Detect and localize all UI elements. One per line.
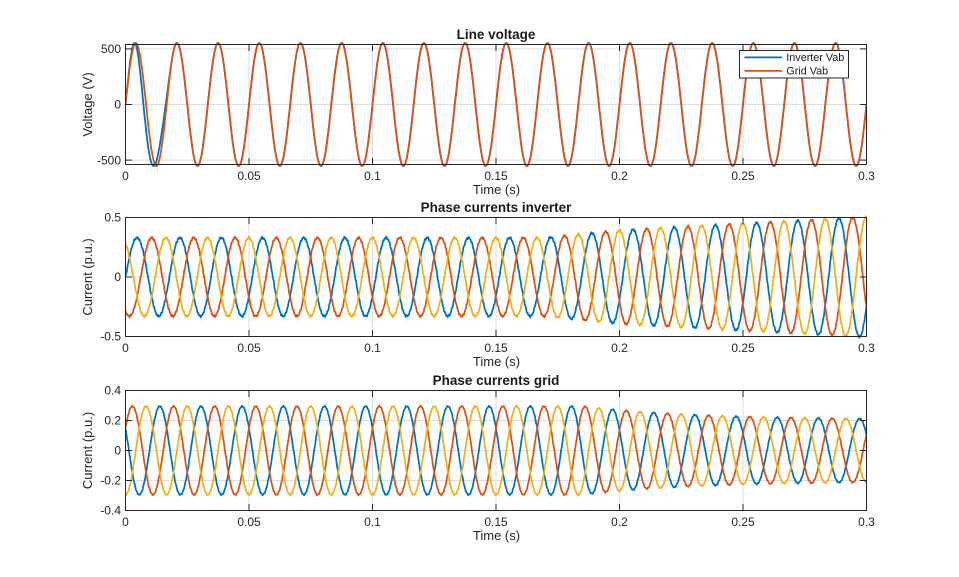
svg-text:Time (s): Time (s) xyxy=(473,528,520,543)
svg-text:0.1: 0.1 xyxy=(364,515,381,529)
svg-text:0.1: 0.1 xyxy=(364,341,381,355)
svg-text:0.15: 0.15 xyxy=(484,169,508,183)
svg-text:0.25: 0.25 xyxy=(731,341,755,355)
svg-text:-0.4: -0.4 xyxy=(100,504,121,518)
svg-text:Inverter Vab: Inverter Vab xyxy=(786,52,844,64)
svg-text:0: 0 xyxy=(122,341,129,355)
svg-text:Time (s): Time (s) xyxy=(473,354,520,369)
svg-text:0: 0 xyxy=(122,169,129,183)
svg-text:Grid Vab: Grid Vab xyxy=(786,66,828,78)
svg-text:0.15: 0.15 xyxy=(484,341,508,355)
svg-text:0.3: 0.3 xyxy=(858,515,875,529)
svg-text:0.2: 0.2 xyxy=(611,169,628,183)
svg-text:0.2: 0.2 xyxy=(104,414,121,428)
svg-text:Phase currents inverter: Phase currents inverter xyxy=(421,200,573,215)
svg-text:-0.2: -0.2 xyxy=(100,474,121,488)
svg-text:-500: -500 xyxy=(97,153,121,167)
svg-text:0.5: 0.5 xyxy=(104,211,121,225)
svg-text:0.3: 0.3 xyxy=(858,169,875,183)
svg-text:0: 0 xyxy=(114,270,121,284)
svg-text:0: 0 xyxy=(114,98,121,112)
svg-text:0: 0 xyxy=(114,444,121,458)
svg-text:Line voltage: Line voltage xyxy=(457,27,536,42)
svg-text:0.25: 0.25 xyxy=(731,515,755,529)
svg-text:500: 500 xyxy=(101,42,121,56)
svg-text:-0.5: -0.5 xyxy=(100,330,121,344)
svg-text:Voltage (V): Voltage (V) xyxy=(80,72,95,136)
svg-text:0.2: 0.2 xyxy=(611,515,628,529)
svg-text:Phase currents grid: Phase currents grid xyxy=(433,373,560,388)
svg-text:Current (p.u.): Current (p.u.) xyxy=(80,238,95,315)
svg-text:0.05: 0.05 xyxy=(237,341,261,355)
svg-text:Time (s): Time (s) xyxy=(473,182,520,197)
svg-text:0.4: 0.4 xyxy=(104,384,121,398)
svg-text:0.05: 0.05 xyxy=(237,169,261,183)
svg-text:0.15: 0.15 xyxy=(484,515,508,529)
svg-text:0: 0 xyxy=(122,515,129,529)
svg-text:0.2: 0.2 xyxy=(611,341,628,355)
svg-text:0.1: 0.1 xyxy=(364,169,381,183)
svg-text:0.05: 0.05 xyxy=(237,515,261,529)
svg-text:Current (p.u.): Current (p.u.) xyxy=(80,412,95,489)
svg-text:0.3: 0.3 xyxy=(858,341,875,355)
svg-text:0.25: 0.25 xyxy=(731,169,755,183)
